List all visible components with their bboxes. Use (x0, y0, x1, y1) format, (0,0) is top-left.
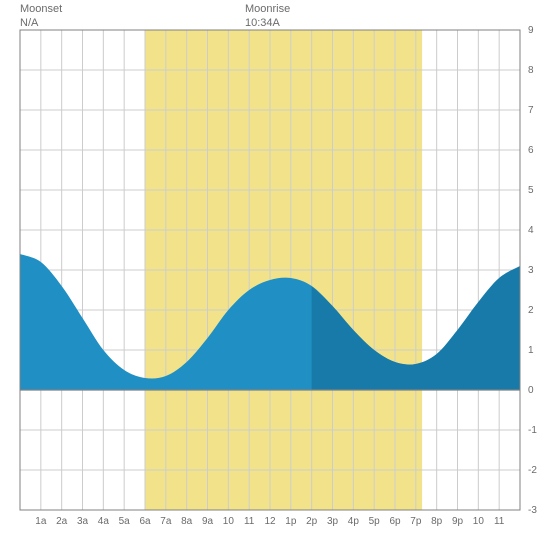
svg-text:11: 11 (494, 516, 505, 527)
svg-text:7a: 7a (160, 516, 172, 527)
svg-text:10: 10 (223, 516, 235, 527)
moonrise-block: Moonrise 10:34A (245, 2, 290, 31)
svg-text:4p: 4p (348, 516, 360, 527)
svg-text:7: 7 (528, 105, 534, 116)
svg-text:-1: -1 (528, 425, 537, 436)
moonset-value: N/A (20, 16, 62, 30)
svg-text:12: 12 (264, 516, 276, 527)
svg-text:0: 0 (528, 385, 534, 396)
svg-text:5: 5 (528, 185, 534, 196)
svg-text:6: 6 (528, 145, 534, 156)
svg-text:3: 3 (528, 265, 534, 276)
svg-text:1: 1 (528, 345, 534, 356)
svg-text:5a: 5a (119, 516, 131, 527)
svg-text:3p: 3p (327, 516, 339, 527)
svg-text:-3: -3 (528, 505, 537, 516)
moonrise-label: Moonrise (245, 2, 290, 16)
svg-text:10: 10 (473, 516, 485, 527)
svg-text:-2: -2 (528, 465, 537, 476)
svg-text:2: 2 (528, 305, 534, 316)
moonrise-value: 10:34A (245, 16, 290, 30)
svg-text:4a: 4a (98, 516, 110, 527)
moonset-label: Moonset (20, 2, 62, 16)
svg-text:5p: 5p (369, 516, 381, 527)
svg-text:9p: 9p (452, 516, 464, 527)
svg-text:9: 9 (528, 25, 534, 36)
svg-text:7p: 7p (410, 516, 422, 527)
svg-text:3a: 3a (77, 516, 89, 527)
svg-text:4: 4 (528, 225, 534, 236)
svg-text:6p: 6p (389, 516, 401, 527)
svg-text:8p: 8p (431, 516, 443, 527)
svg-text:6a: 6a (139, 516, 151, 527)
svg-text:1a: 1a (35, 516, 47, 527)
svg-text:2p: 2p (306, 516, 318, 527)
chart-svg: -3-2-101234567891a2a3a4a5a6a7a8a9a101112… (0, 0, 550, 550)
svg-text:1p: 1p (285, 516, 297, 527)
tide-chart: Moonset N/A Moonrise 10:34A -3-2-1012345… (0, 0, 550, 550)
svg-text:8: 8 (528, 65, 534, 76)
svg-text:2a: 2a (56, 516, 68, 527)
svg-text:9a: 9a (202, 516, 214, 527)
svg-text:8a: 8a (181, 516, 193, 527)
moonset-block: Moonset N/A (20, 2, 62, 31)
svg-text:11: 11 (244, 516, 255, 527)
